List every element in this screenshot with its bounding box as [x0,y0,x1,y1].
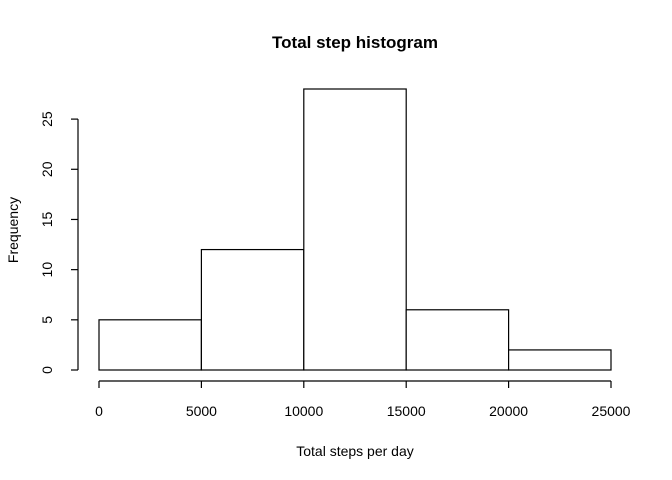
y-tick-label-3: 15 [39,211,55,227]
histogram-bar-0 [98,319,203,371]
x-tick-label-2: 10000 [284,403,323,419]
y-axis: 0 5 10 15 20 25 [39,111,79,374]
y-tick-label-0: 0 [39,366,55,374]
y-tick-label-5: 25 [39,111,55,127]
x-axis-label: Total steps per day [296,443,414,459]
chart-title: Total step histogram [272,33,438,52]
x-tick-label-4: 20000 [489,403,528,419]
x-tick-label-3: 15000 [387,403,426,419]
bars-layer [98,88,612,371]
x-tick-label-5: 25000 [592,403,631,419]
histogram-bar-2 [303,88,407,371]
y-tick-label-1: 5 [39,316,55,324]
histogram-bar-3 [405,309,510,371]
histogram-bar-1 [200,248,305,371]
x-tick-label-1: 5000 [186,403,217,419]
y-tick-label-2: 10 [39,262,55,278]
x-axis: 0 5000 10000 15000 20000 25000 [95,380,631,419]
y-tick-label-4: 20 [39,161,55,177]
histogram-bar-4 [508,349,612,371]
y-axis-label: Frequency [5,197,21,263]
x-tick-label-0: 0 [95,403,103,419]
